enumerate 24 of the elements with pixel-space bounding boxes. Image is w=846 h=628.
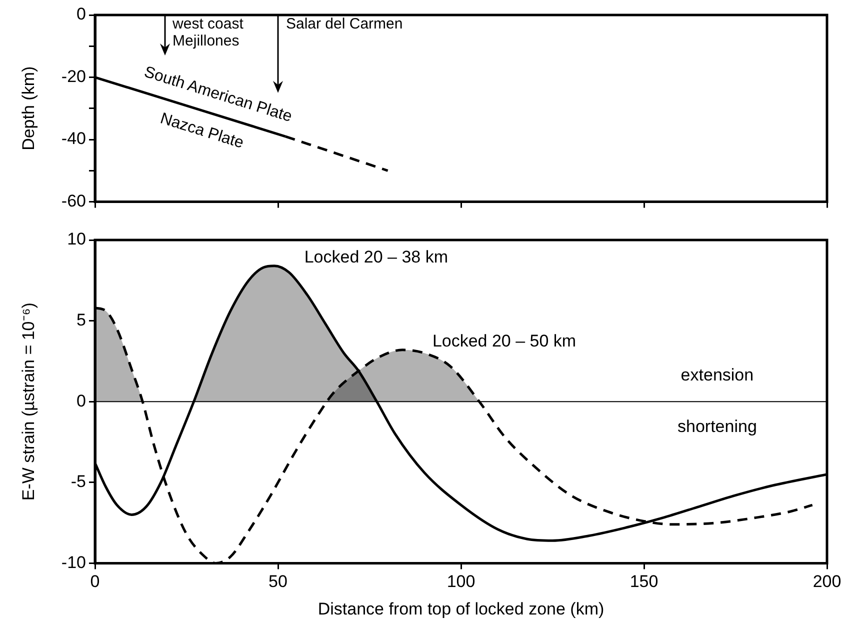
series-label: Locked 20 – 50 km <box>432 332 576 351</box>
y-tick-label: 10 <box>67 230 86 249</box>
series-label: Locked 20 – 38 km <box>304 248 448 267</box>
annotation: Salar del Carmen <box>286 16 403 33</box>
y-tick-label: 0 <box>76 4 86 24</box>
x-tick-label: 200 <box>812 572 842 592</box>
annotation: west coast Mejillones <box>172 16 244 50</box>
y-tick-label: 5 <box>76 310 86 330</box>
y-axis-title: Depth (km) <box>18 66 38 150</box>
y-tick-label: -5 <box>70 472 86 492</box>
x-tick-label: 100 <box>446 572 476 592</box>
y-tick-label: -20 <box>61 66 86 86</box>
y-axis-title: E-W strain (µstrain = 10⁻⁶) <box>18 302 38 501</box>
annotation: extension <box>680 365 754 384</box>
y-tick-label: -10 <box>61 552 86 572</box>
x-tick-label: 0 <box>90 572 100 592</box>
x-tick-label: 150 <box>630 572 658 592</box>
annotation: shortening <box>678 417 757 436</box>
x-axis-title: Distance from top of locked zone (km) <box>318 599 604 618</box>
y-tick-label: 0 <box>76 391 86 410</box>
annotation: Nazca Plate <box>158 110 246 152</box>
x-tick-label: 50 <box>268 572 288 592</box>
y-tick-label: -40 <box>61 129 86 148</box>
y-tick-label: -60 <box>61 191 86 210</box>
